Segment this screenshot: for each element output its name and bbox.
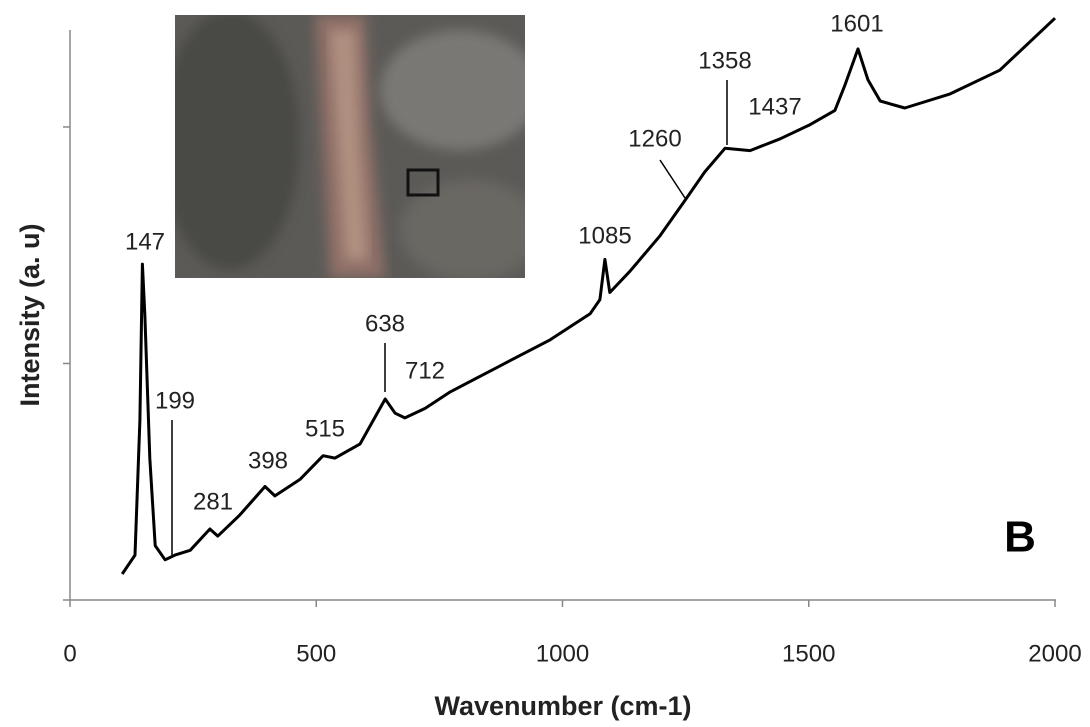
y-axis-title: Intensity (a. u) bbox=[15, 223, 45, 406]
panel-label: B bbox=[1004, 513, 1036, 562]
peak-label: 1260 bbox=[628, 125, 681, 152]
peak-label: 712 bbox=[405, 357, 445, 384]
inset-photo bbox=[175, 15, 525, 278]
x-tick-label: 500 bbox=[296, 640, 336, 667]
peak-label: 147 bbox=[125, 228, 165, 255]
peak-label: 1437 bbox=[748, 93, 801, 120]
x-tick-label: 0 bbox=[63, 640, 76, 667]
peak-label: 398 bbox=[248, 447, 288, 474]
peak-label: 515 bbox=[305, 415, 345, 442]
peak-label: 638 bbox=[365, 310, 405, 337]
peak-label: 1358 bbox=[698, 47, 751, 74]
x-tick-label: 2000 bbox=[1028, 640, 1081, 667]
peak-label: 199 bbox=[155, 387, 195, 414]
leader-lines bbox=[171, 80, 728, 555]
spectrum-line bbox=[120, 17, 1057, 575]
x-tick-label: 1000 bbox=[536, 640, 589, 667]
peak-label: 1601 bbox=[830, 10, 883, 37]
x-tick-label: 1500 bbox=[782, 640, 835, 667]
x-axis-title: Wavenumber (cm-1) bbox=[434, 691, 691, 721]
peak-label: 1085 bbox=[578, 222, 631, 249]
peak-label: 281 bbox=[193, 488, 233, 515]
